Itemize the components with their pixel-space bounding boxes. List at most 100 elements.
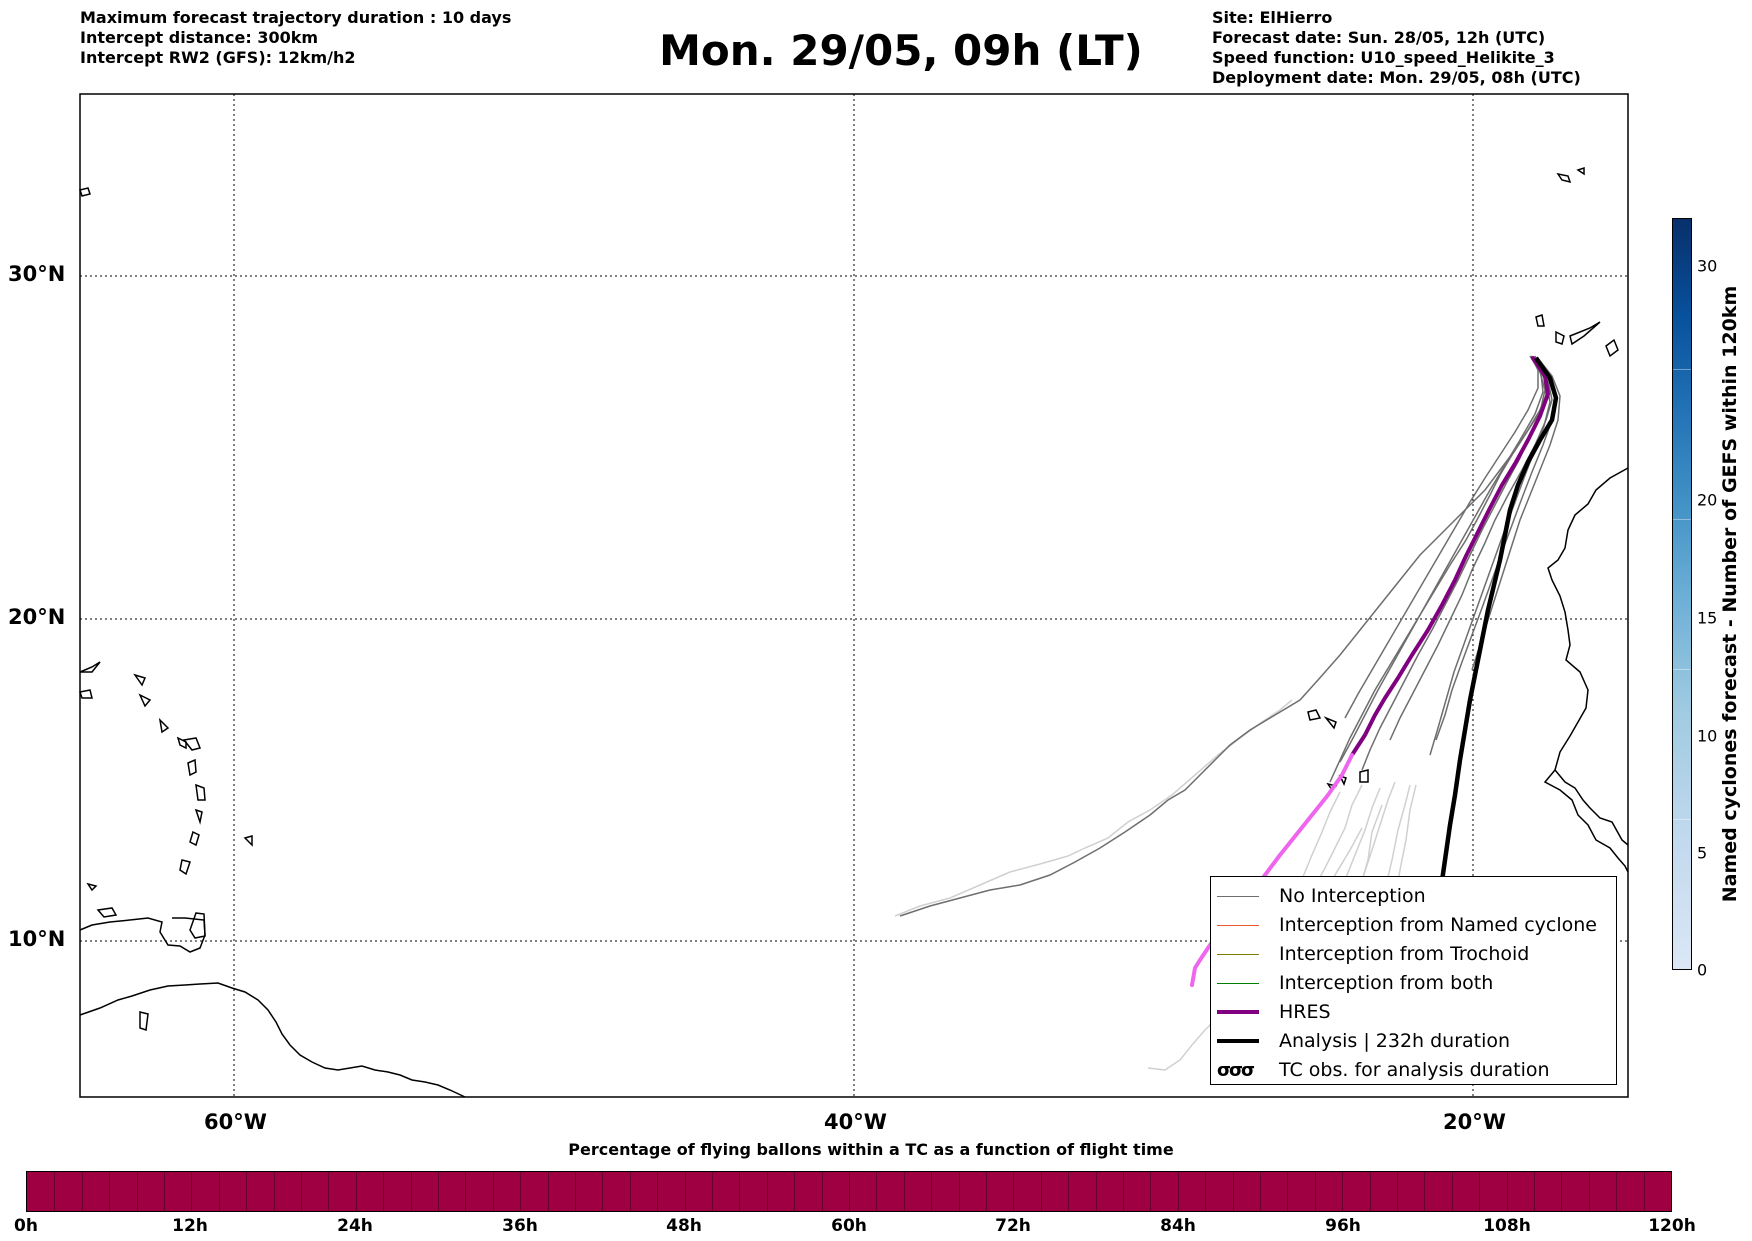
trinidad-island <box>189 912 206 939</box>
colorbar-segment-divider <box>1013 1172 1015 1211</box>
colorbar-segment-divider <box>109 1172 111 1211</box>
cape-verde-island <box>1323 716 1337 730</box>
legend-label: HRES <box>1279 1001 1331 1023</box>
speed-function-text: Speed function: U10_speed_Helikite_3 <box>1212 48 1555 67</box>
legend-item: Interception from Named cyclone <box>1217 911 1597 939</box>
cape-verde-island <box>1359 769 1369 783</box>
site-text: Site: ElHierro <box>1212 8 1333 27</box>
colorbar-segment-divider <box>492 1172 494 1211</box>
colorbar-segment-divider <box>410 1172 412 1211</box>
colorbar-segment-divider <box>1287 1172 1289 1211</box>
caribbean-island <box>139 1011 149 1032</box>
colorbar-segment-divider <box>1260 1172 1261 1211</box>
colorbar-segment-divider <box>163 1172 165 1211</box>
no-interception-trajectory <box>1339 356 1544 763</box>
site-info: Site: ElHierro Forecast date: Sun. 28/05… <box>1212 8 1581 88</box>
caribbean-island <box>96 907 118 918</box>
caribbean-island <box>79 661 101 673</box>
lon-label-20w: 20°W <box>1443 1110 1506 1134</box>
page-title: Mon. 29/05, 09h (LT) <box>0 26 1752 75</box>
colorbar-segment-divider <box>739 1172 741 1211</box>
colorbar-segment-divider <box>1205 1172 1207 1211</box>
colorbar-segment-divider <box>958 1172 960 1211</box>
no-interception-trajectory <box>899 355 1549 917</box>
colorbar-segment-divider <box>1397 1172 1398 1211</box>
lat-label-10n: 10°N <box>8 927 66 951</box>
legend-item: Analysis | 232h duration <box>1217 1027 1510 1055</box>
colorbar-segment-divider <box>1479 1172 1481 1211</box>
caribbean-island <box>182 737 202 751</box>
no-interception-trajectory <box>1429 358 1551 756</box>
caribbean-island <box>179 859 191 876</box>
colorbar-segment-divider <box>629 1172 631 1211</box>
max-duration-text: Maximum forecast trajectory duration : 1… <box>80 8 512 27</box>
cyclone-colorbar-title: Named cyclones forecast - Number of GEFS… <box>1719 285 1741 903</box>
cyclone-tick-15: 15 <box>1697 608 1718 628</box>
tc-obs-symbol-icon: σσσ <box>1217 1059 1255 1081</box>
caribbean-island <box>194 808 203 825</box>
time-label: 24h <box>337 1216 373 1236</box>
canary-island <box>1569 321 1601 346</box>
legend-label: Interception from Trochoid <box>1279 943 1530 965</box>
colorbar-segment-divider <box>1369 1172 1371 1211</box>
cyclone-tick-20: 20 <box>1697 490 1718 510</box>
colorbar-segment-divider <box>218 1172 220 1211</box>
no-interception-trajectory <box>1471 356 1561 671</box>
coastlines <box>79 166 1629 1098</box>
caribbean-island <box>138 693 152 708</box>
legend-swatch-hres <box>1217 1010 1259 1014</box>
colorbar-segment-divider <box>1068 1172 1070 1211</box>
colorbar-segment-divider <box>54 1172 56 1211</box>
cyclone-tick-5: 5 <box>1697 843 1708 863</box>
time-label: 96h <box>1325 1216 1361 1236</box>
caribbean-island <box>79 689 93 699</box>
colorbar-segment-divider <box>1040 1172 1042 1211</box>
colorbar-segment-divider <box>574 1172 576 1211</box>
page-title-text: Mon. 29/05, 09h (LT) <box>659 26 1143 75</box>
deployment-date-text: Deployment date: Mon. 29/05, 08h (UTC) <box>1212 68 1581 87</box>
time-label: 84h <box>1160 1216 1196 1236</box>
colorbar-segment-divider <box>903 1172 905 1211</box>
colorbar-segment-divider <box>465 1172 467 1211</box>
colorbar-segment-divider <box>191 1172 193 1211</box>
colorbar-segment-divider <box>1232 1172 1234 1211</box>
caribbean-island <box>79 187 91 197</box>
madeira-island <box>1576 166 1585 176</box>
legend-swatch-no-interception <box>1217 895 1259 897</box>
caribbean-island <box>158 717 170 734</box>
cyclone-tick-10: 10 <box>1697 726 1718 746</box>
time-label: 120h <box>1648 1216 1696 1236</box>
forecast-date-text: Forecast date: Sun. 28/05, 12h (UTC) <box>1212 28 1546 47</box>
africa-coast <box>1547 467 1629 846</box>
legend-item: HRES <box>1217 998 1331 1026</box>
legend-swatch-named-cyclone <box>1217 924 1259 926</box>
colorbar-segment-divider <box>136 1172 138 1211</box>
colorbar-segment-divider <box>246 1172 248 1211</box>
faded-trajectory <box>1299 791 1341 885</box>
legend-item: Interception from both <box>1217 969 1493 997</box>
no-interception-trajectory <box>1344 355 1539 719</box>
colorbar-segment-divider <box>1095 1172 1097 1211</box>
time-label: 72h <box>995 1216 1031 1236</box>
colorbar-segment-divider <box>794 1172 796 1211</box>
legend-item: Interception from Trochoid <box>1217 940 1529 968</box>
madeira-island <box>1556 172 1572 184</box>
no-interception-trajectory <box>1389 359 1553 741</box>
colorbar-segment-divider <box>81 1172 83 1211</box>
legend-item: No Interception <box>1217 882 1426 910</box>
colorbar-segment-divider <box>1342 1172 1344 1211</box>
colorbar-segment-divider <box>383 1172 385 1211</box>
analysis-line <box>1437 356 1559 896</box>
time-label: 60h <box>831 1216 867 1236</box>
hres-line <box>1350 356 1550 757</box>
forecast-parameters: Maximum forecast trajectory duration : 1… <box>80 8 511 68</box>
cape-verde-island <box>1307 709 1322 721</box>
colorbar-segment-divider <box>355 1172 357 1211</box>
africa-bulge <box>1543 769 1629 873</box>
time-label: 108h <box>1483 1216 1531 1236</box>
cyclone-tick-30: 30 <box>1697 256 1718 276</box>
lat-label-20n: 20°N <box>8 605 66 629</box>
colorbar-segment-divider <box>1643 1172 1645 1211</box>
legend-swatch-both <box>1217 982 1259 984</box>
colorbar-segment-divider <box>602 1172 604 1211</box>
